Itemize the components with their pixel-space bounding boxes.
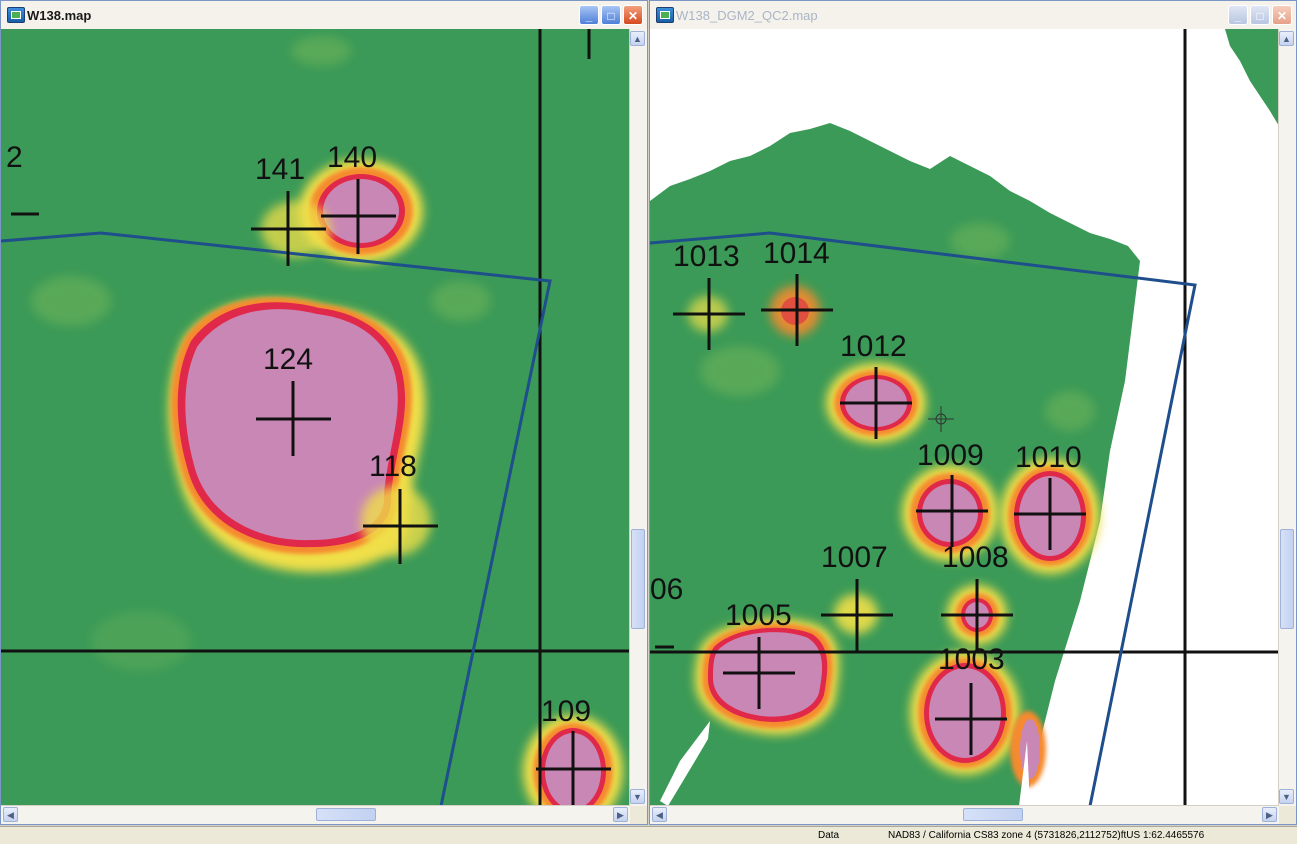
target-label-124: 124 (263, 343, 313, 376)
scroll-thumb[interactable] (631, 529, 645, 629)
status-mode: Data (818, 830, 840, 841)
target-label-109: 109 (541, 695, 591, 728)
target-label-141: 141 (255, 153, 305, 186)
status-bar: Data NAD83 / California CS83 zone 4 (573… (0, 826, 1297, 844)
anomaly-140 (299, 159, 423, 263)
target-label-1007: 1007 (821, 541, 888, 574)
target-label-2: 2 (6, 141, 23, 174)
target-label-140: 140 (327, 141, 377, 174)
scroll-right-button[interactable]: ▶ (1262, 807, 1277, 822)
target-crosses (251, 179, 611, 806)
vertical-scrollbar[interactable]: ▲ ▼ (629, 29, 647, 806)
anomaly-124 (168, 297, 426, 573)
horizontal-scrollbar[interactable]: ◀ ▶ (1, 805, 630, 824)
scroll-down-button[interactable]: ▼ (1279, 789, 1294, 804)
survey-boundary-line (650, 231, 1197, 806)
target-label-118: 118 (369, 450, 417, 483)
scroll-left-button[interactable]: ◀ (3, 807, 18, 822)
scroll-thumb[interactable] (316, 808, 376, 821)
target-label-06: 06 (650, 573, 683, 606)
target-label-1010: 1010 (1015, 441, 1082, 474)
left-window-title: W138.map (27, 8, 92, 23)
target-label-1014: 1014 (763, 237, 830, 270)
scroll-up-button[interactable]: ▲ (630, 31, 645, 46)
scroll-right-button[interactable]: ▶ (613, 807, 628, 822)
target-label-1012: 1012 (840, 330, 907, 363)
minimize-button[interactable]: _ (579, 5, 599, 25)
left-map-window[interactable]: W138.map _ □ ✕ (0, 0, 648, 825)
scroll-thumb[interactable] (963, 808, 1023, 821)
map-document-icon (656, 7, 674, 23)
scroll-down-button[interactable]: ▼ (630, 789, 645, 804)
horizontal-scrollbar[interactable]: ◀ ▶ (650, 805, 1279, 824)
target-label-1003: 1003 (938, 643, 1005, 676)
close-button[interactable]: ✕ (623, 5, 643, 25)
minimize-button[interactable]: _ (1228, 5, 1248, 25)
target-crosses (655, 274, 1086, 755)
target-label-1009: 1009 (917, 439, 984, 472)
crosshair-cursor-icon (928, 406, 954, 432)
left-map-canvas[interactable]: 2 141 140 124 118 109 (1, 29, 630, 806)
maximize-button[interactable]: □ (1250, 5, 1270, 25)
vertical-scrollbar[interactable]: ▲ ▼ (1278, 29, 1296, 806)
anomaly-1003 (910, 651, 1020, 775)
scroll-up-button[interactable]: ▲ (1279, 31, 1294, 46)
right-window-titlebar[interactable]: W138_DGM2_QC2.map _ □ ✕ (650, 1, 1296, 30)
close-button[interactable]: ✕ (1272, 5, 1292, 25)
anomaly-1005 (695, 618, 840, 735)
anomaly-1009 (902, 465, 998, 561)
scroll-thumb[interactable] (1280, 529, 1294, 629)
right-window-title: W138_DGM2_QC2.map (676, 8, 818, 23)
status-coordinates: NAD83 / California CS83 zone 4 (5731826,… (888, 830, 1205, 841)
target-label-1013: 1013 (673, 240, 740, 273)
right-map-window[interactable]: W138_DGM2_QC2.map _ □ ✕ (649, 0, 1297, 825)
left-window-titlebar[interactable]: W138.map _ □ ✕ (1, 1, 647, 30)
right-map-canvas[interactable]: 1013 1014 1012 1009 1010 1007 1008 06 10… (650, 29, 1279, 806)
target-label-1008: 1008 (942, 541, 1009, 574)
scroll-left-button[interactable]: ◀ (652, 807, 667, 822)
map-document-icon (7, 7, 25, 23)
survey-boundary-line (1, 231, 552, 806)
target-label-1005: 1005 (725, 599, 792, 632)
maximize-button[interactable]: □ (601, 5, 621, 25)
